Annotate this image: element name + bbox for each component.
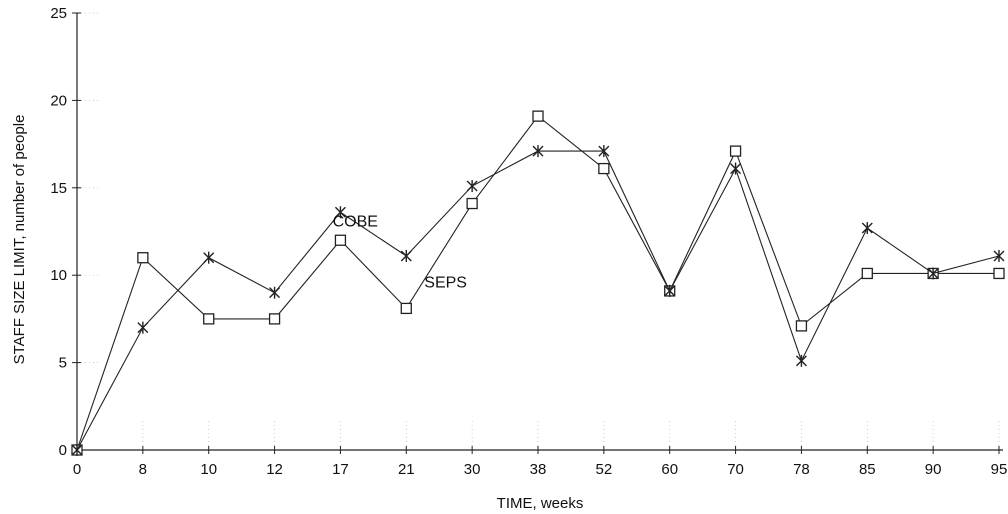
series-line-seps [76, 115, 999, 451]
x-tick-label: 30 [464, 461, 481, 478]
y-tick-label: 10 [50, 267, 67, 284]
y-tick-label: 0 [59, 442, 67, 459]
data-point-seps [993, 267, 1005, 280]
data-point-seps [729, 145, 742, 157]
x-tick-label: 10 [200, 461, 217, 478]
data-point-seps [137, 252, 149, 264]
grid-layer [81, 12, 1000, 446]
data-point-seps [861, 267, 873, 280]
axes-layer [76, 13, 1003, 451]
x-axis-title: TIME, weeks [497, 495, 584, 512]
x-tick-label: 21 [398, 461, 415, 478]
x-tick-label: 17 [332, 461, 349, 478]
data-point-cobe [664, 284, 676, 297]
y-axis-title: STAFF SIZE LIMIT, number of people [11, 115, 28, 365]
data-point-seps [400, 302, 412, 315]
data-point-cobe [861, 222, 873, 235]
x-tick-label: 12 [266, 461, 283, 478]
data-point-seps [795, 320, 808, 332]
data-point-cobe [400, 249, 412, 262]
data-point-seps [268, 313, 281, 325]
data-point-cobe [71, 444, 83, 456]
x-tick-label: 0 [73, 461, 81, 478]
data-point-cobe [269, 286, 281, 299]
x-tick-label: 8 [139, 461, 147, 478]
annotation-cobe: COBE [333, 213, 378, 230]
data-point-cobe [993, 249, 1005, 262]
data-point-cobe [730, 162, 742, 175]
x-tick-labels: 0 8 10 12 17 21 30 38 52 60 70 78 85 90 95 [73, 446, 1008, 478]
data-point-cobe [466, 180, 478, 193]
data-point-seps [334, 234, 347, 246]
y-tick-labels: 0 5 10 15 20 25 [50, 5, 81, 459]
data-point-cobe [137, 321, 149, 334]
data-point-cobe [203, 251, 215, 264]
series-seps [71, 110, 1005, 456]
x-tick-label: 52 [596, 461, 613, 478]
x-tick-label: 60 [661, 461, 678, 478]
series-cobe [71, 145, 1005, 456]
data-point-seps [466, 197, 478, 210]
data-point-cobe [927, 267, 939, 280]
x-tick-label: 78 [793, 461, 810, 478]
y-tick-label: 15 [50, 180, 67, 197]
x-tick-label: 70 [727, 461, 744, 478]
data-point-cobe [795, 354, 807, 367]
y-tick-label: 25 [50, 5, 67, 22]
y-tick-label: 20 [50, 92, 67, 109]
series-line-cobe [76, 150, 1000, 451]
x-tick-label: 95 [991, 461, 1008, 478]
data-point-seps [532, 110, 544, 122]
data-point-cobe [598, 145, 610, 158]
data-point-seps [203, 313, 215, 325]
data-point-cobe [334, 206, 346, 219]
data-point-cobe [532, 145, 544, 158]
x-tick-label: 90 [925, 461, 942, 478]
annotation-seps: SEPS [424, 274, 467, 291]
series-layer [71, 110, 1005, 456]
x-tick-label: 85 [859, 461, 876, 478]
x-tick-label: 38 [530, 461, 547, 478]
y-tick-label: 5 [59, 355, 67, 372]
data-point-seps [598, 162, 610, 175]
